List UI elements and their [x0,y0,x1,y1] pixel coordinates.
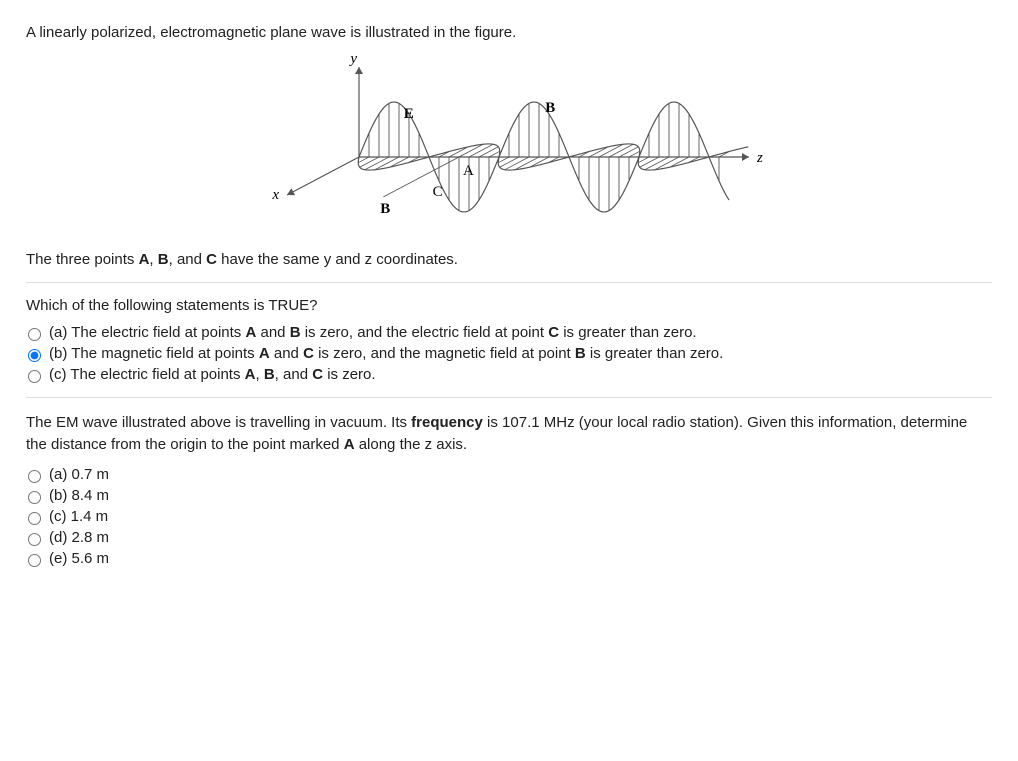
q2-option-d-label: (d) 2.8 m [49,529,109,546]
svg-text:B: B [545,100,555,116]
divider-1 [26,282,992,283]
q2-option-b-label: (b) 8.4 m [49,487,109,504]
svg-text:C: C [433,184,443,200]
figure-container: y x z E B A B C [26,47,992,241]
q1-option-a-label: (a) The electric field at points A and B… [49,324,697,341]
q2-paragraph: The EM wave illustrated above is travell… [26,412,992,456]
svg-text:B: B [380,201,390,217]
q2-option-c[interactable]: (c) 1.4 m [26,508,992,525]
q1-option-b[interactable]: (b) The magnetic field at points A and C… [26,345,992,362]
q2-radio-e[interactable] [28,554,41,567]
wave-figure: y x z E B A B C [249,47,769,237]
svg-text:E: E [404,106,414,122]
q2-radio-c[interactable] [28,512,41,525]
q2-option-e-label: (e) 5.6 m [49,550,109,567]
q1-option-b-label: (b) The magnetic field at points A and C… [49,345,723,362]
q2-option-a[interactable]: (a) 0.7 m [26,466,992,483]
divider-2 [26,397,992,398]
svg-text:x: x [271,187,279,203]
q2-option-e[interactable]: (e) 5.6 m [26,550,992,567]
q1-option-c-label: (c) The electric field at points A, B, a… [49,366,376,383]
q2-option-d[interactable]: (d) 2.8 m [26,529,992,546]
q1-option-a[interactable]: (a) The electric field at points A and B… [26,324,992,341]
q1-option-c[interactable]: (c) The electric field at points A, B, a… [26,366,992,383]
q1-radio-c[interactable] [28,370,41,383]
q1-radio-a[interactable] [28,328,41,341]
figure-caption: The three points A, B, and C have the sa… [26,251,992,268]
svg-text:z: z [756,150,763,166]
svg-text:A: A [463,163,474,179]
q2-option-a-label: (a) 0.7 m [49,466,109,483]
q2-option-b[interactable]: (b) 8.4 m [26,487,992,504]
q2-radio-a[interactable] [28,470,41,483]
q1-radio-b[interactable] [28,349,41,362]
q2-radio-d[interactable] [28,533,41,546]
q2-option-c-label: (c) 1.4 m [49,508,108,525]
intro-text: A linearly polarized, electromagnetic pl… [26,24,992,41]
q1-prompt: Which of the following statements is TRU… [26,297,992,314]
q2-radio-b[interactable] [28,491,41,504]
svg-text:y: y [348,51,357,67]
